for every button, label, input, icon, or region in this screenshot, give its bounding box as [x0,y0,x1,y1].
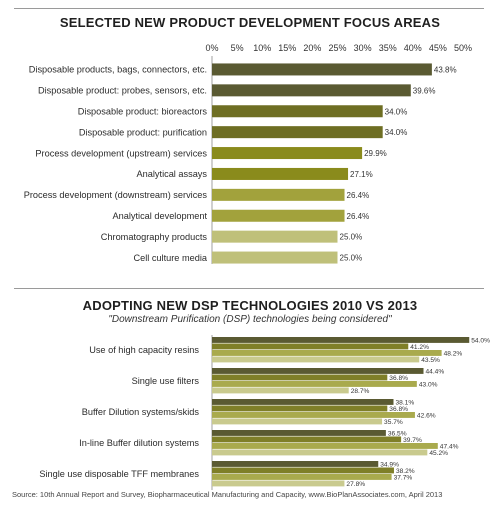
x-tick-label: 40% [404,43,422,53]
bar-value-label: 28.7% [351,388,370,395]
bar-value-label: 43.0% [419,382,438,389]
bar [212,368,424,374]
bar [212,105,383,118]
bar [212,412,415,418]
bar-value-label: 43.5% [421,357,440,364]
x-tick-label: 20% [303,43,321,53]
category-label: Disposable product: purification [79,127,207,137]
bar-value-label: 39.6% [413,86,436,95]
category-label: Analytical assays [137,169,208,179]
bar [212,480,345,487]
bar [212,443,438,449]
bar-value-label: 43.8% [434,65,457,74]
x-tick-label: 45% [429,43,447,53]
bar [212,343,409,350]
bar-value-label: 25.0% [340,233,363,242]
category-label: Process development (upstream) services [35,148,207,158]
bar-value-label: 37.7% [394,475,413,482]
x-tick-label: 35% [379,43,397,53]
category-label: Buffer Dilution systems/skids [82,407,200,417]
bar-value-label: 27.1% [350,170,373,179]
bar [212,449,428,456]
category-label: Single use disposable TFF membranes [39,469,199,479]
x-tick-label: 25% [328,43,346,53]
category-label: Cell culture media [133,253,207,263]
bar [212,405,388,412]
category-label: Single use filters [132,376,200,386]
bar [212,418,383,425]
bar-value-label: 38.1% [395,400,414,407]
bar-value-label: 34.0% [385,107,408,116]
bar-value-label: 35.7% [384,419,403,426]
bar-value-label: 29.9% [364,149,387,158]
category-label: Disposable product: probes, sensors, etc… [38,86,207,96]
bar [212,467,394,474]
bar-value-label: 27.8% [346,481,365,488]
chart-2-subtitle: "Downstream Purification (DSP) technolog… [108,314,392,325]
bar [212,461,379,467]
bar-value-label: 48.2% [444,351,463,358]
bar [212,387,349,394]
bar [212,147,363,160]
bar [212,84,411,97]
bar [212,230,338,243]
bar-value-label: 44.4% [426,369,445,376]
bar-value-label: 34.0% [385,128,408,137]
bar [212,63,432,76]
category-label: Disposable product: bioreactors [78,106,208,116]
bar-value-label: 34.9% [380,462,399,469]
bar-value-label: 39.7% [403,437,422,444]
bar-value-label: 36.8% [389,375,408,382]
category-label: Use of high capacity resins [89,345,199,355]
category-label: Chromatography products [101,232,208,242]
bar-value-label: 41.2% [410,344,429,351]
source-note: Source: 10th Annual Report and Survey, B… [12,490,443,499]
bar-value-label: 38.2% [396,468,415,475]
bar-value-label: 26.4% [347,191,370,200]
bar-value-label: 54.0% [471,338,490,345]
bar [212,399,394,405]
category-label: Analytical development [113,211,208,221]
chart-1-title: SELECTED NEW PRODUCT DEVELOPMENT FOCUS A… [59,15,441,30]
bar-value-label: 26.4% [347,212,370,221]
bar-value-label: 45.2% [429,450,448,457]
bar [212,356,420,363]
bar [212,430,386,436]
category-label: Process development (downstream) service… [24,190,208,200]
bar [212,474,392,480]
category-label: Disposable products, bags, connectors, e… [29,65,207,75]
bar [212,374,388,381]
x-tick-label: 15% [278,43,296,53]
bar [212,251,338,264]
bar-value-label: 42.6% [417,413,436,420]
bar [212,209,345,222]
bar [212,188,345,201]
x-tick-label: 0% [205,43,218,53]
bar [212,350,442,356]
category-label: In-line Buffer dilution systems [79,438,199,448]
middle-divider [14,288,484,289]
bar [212,337,470,343]
x-tick-label: 50% [454,43,472,53]
bar [212,381,417,387]
x-tick-label: 10% [253,43,271,53]
bar-value-label: 36.5% [388,431,407,438]
bar [212,167,349,180]
x-tick-label: 30% [354,43,372,53]
x-tick-label: 5% [231,43,244,53]
bar-value-label: 25.0% [340,254,363,263]
bar-value-label: 36.8% [389,406,408,413]
chart-2-title: ADOPTING NEW DSP TECHNOLOGIES 2010 VS 20… [82,298,418,313]
bar [212,126,383,139]
top-divider [14,8,484,9]
bar [212,436,402,443]
bar-value-label: 47.4% [440,444,459,451]
